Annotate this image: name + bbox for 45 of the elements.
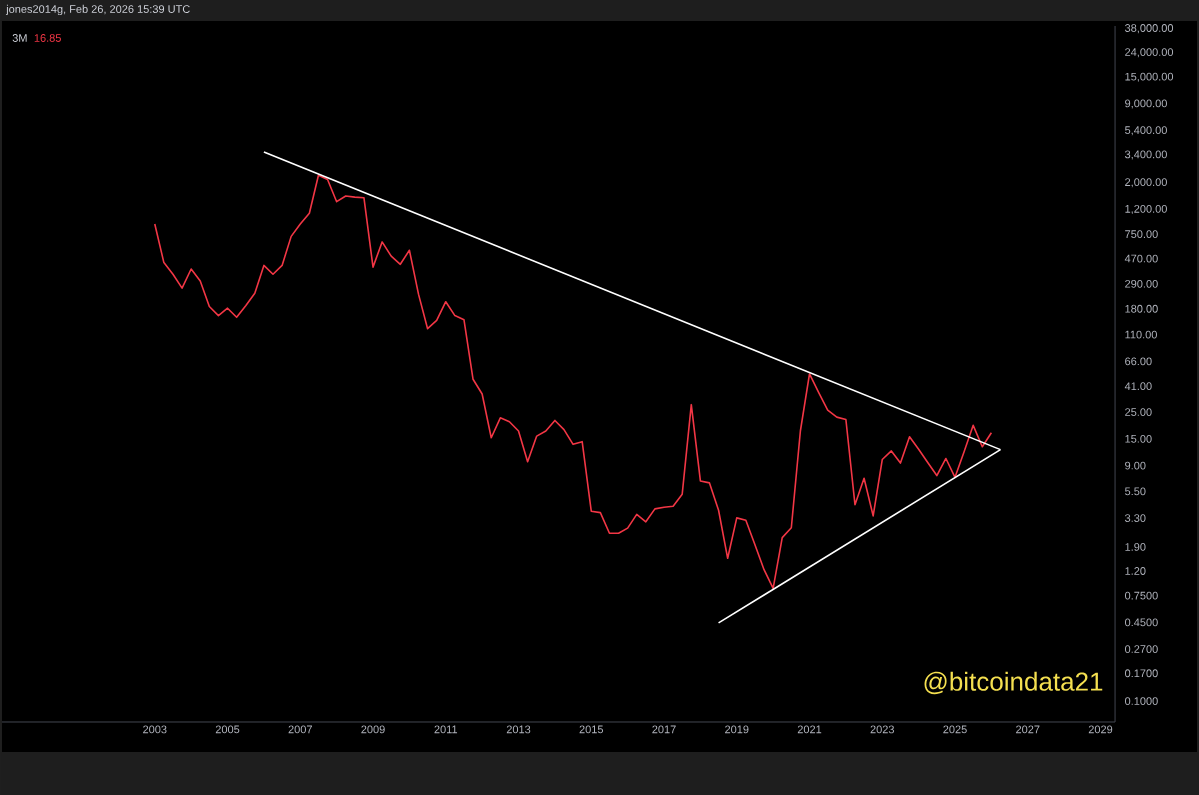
y-tick-label: 15.00 (1125, 434, 1152, 443)
y-tick-label: 9.00 (1125, 461, 1146, 470)
x-tick-label: 2011 (434, 725, 458, 734)
y-tick-label: 2,000.00 (1125, 178, 1167, 188)
y-tick-label: 1,200.00 (1125, 204, 1167, 215)
x-tick-label: 2017 (652, 725, 676, 734)
y-tick-label: 5.50 (1125, 487, 1146, 496)
y-tick-label: 290.00 (1125, 279, 1158, 288)
y-tick-label: 38,000.00 (1124, 24, 1174, 34)
x-tick-label: 2019 (725, 725, 749, 734)
y-tick-label: 0.1000 (1125, 697, 1158, 705)
y-tick-label: 3,400.00 (1124, 150, 1167, 160)
text: jones2014g, Feb 26, 2026 15:39 UTC (5, 4, 190, 16)
y-tick-label: 110.00 (1125, 330, 1157, 339)
y-tick-label: 750.00 (1125, 230, 1158, 238)
y-tick-label: 0.4500 (1125, 618, 1158, 627)
y-tick-label: 1.90 (1125, 543, 1146, 551)
y-tick-label: 41.00 (1124, 382, 1152, 391)
x-tick-label: 2025 (943, 725, 967, 734)
y-tick-label: 24,000.00 (1125, 48, 1174, 58)
y-tick-label: 5,400.00 (1125, 126, 1167, 136)
x-tick-label: 2005 (215, 725, 240, 734)
y-tick-label: 15,000.00 (1125, 72, 1174, 82)
x-tick-label: 2003 (143, 725, 167, 734)
x-tick-label: 2015 (579, 725, 604, 734)
y-tick-label: 470.00 (1124, 254, 1158, 263)
y-tick-label: 9,000.00 (1125, 99, 1167, 109)
x-tick-label: 2021 (797, 725, 822, 734)
y-tick-label: 0.2700 (1125, 645, 1158, 653)
annotation: @bitcoindata21 (924, 671, 1103, 695)
y-tick-label: 66.00 (1125, 357, 1152, 366)
x-tick-label: 2023 (870, 725, 895, 734)
x-tick-label: 2029 (1088, 725, 1113, 734)
x-tick-label: 2009 (361, 725, 385, 734)
y-tick-label: 180.00 (1125, 304, 1158, 313)
text: 3M (12, 34, 27, 42)
y-tick-label: 25.00 (1125, 408, 1152, 416)
y-tick-label: 1.20 (1125, 567, 1146, 575)
x-tick-label: 2013 (506, 725, 531, 734)
x-tick-label: 2027 (1016, 725, 1040, 734)
y-tick-label: 0.1700 (1125, 669, 1158, 678)
y-tick-label: 0.7500 (1125, 591, 1158, 600)
y-tick-label: 3.30 (1124, 514, 1146, 522)
x-tick-label: 2007 (288, 725, 312, 734)
text: 16.85 (34, 34, 61, 42)
